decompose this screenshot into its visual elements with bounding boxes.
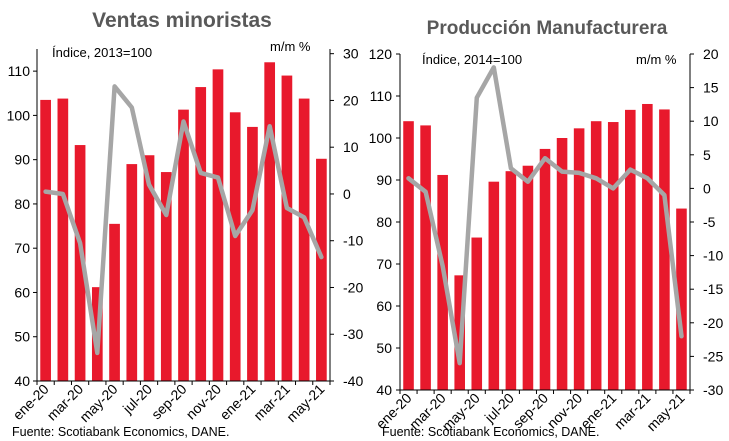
right-tick-label: -30 [343, 326, 363, 342]
bar [195, 87, 207, 381]
right-tick-label: 20 [343, 92, 359, 108]
x-tick-label: may-21 [643, 390, 687, 434]
right-tick-label: 10 [703, 113, 719, 129]
left-tick-label: 110 [8, 63, 31, 79]
bar [505, 171, 517, 390]
left-axis-label: Índice, 2013=100 [52, 45, 152, 60]
bar [522, 165, 534, 390]
bar [40, 99, 51, 381]
right-tick-label: -15 [703, 281, 723, 297]
bar [229, 112, 241, 381]
left-tick-label: 80 [14, 196, 30, 212]
bar [109, 223, 120, 381]
bar [57, 98, 69, 381]
right-tick-label: -10 [343, 233, 363, 249]
left-tick-label: 60 [14, 284, 30, 300]
bar [590, 121, 602, 390]
right-axis-label: m/m % [270, 39, 311, 54]
bar [264, 62, 276, 381]
bar [126, 164, 138, 381]
bar [437, 174, 448, 390]
x-tick-label: may-21 [283, 381, 327, 425]
right-axis-label: m/m % [636, 52, 677, 67]
bar [676, 208, 687, 390]
bar [74, 145, 86, 381]
bar [403, 121, 414, 390]
bar [178, 109, 189, 382]
left-tick-label: 90 [376, 172, 392, 188]
bar [625, 109, 636, 391]
bar [420, 125, 431, 391]
bar-series [403, 103, 687, 391]
right-tick-label: -20 [703, 315, 723, 331]
bar [143, 155, 155, 381]
left-tick-label: 80 [376, 214, 392, 230]
line-series [406, 65, 684, 366]
left-tick-label: 50 [376, 340, 392, 356]
left-tick-label: 60 [376, 298, 392, 314]
right-tick-label: -10 [703, 248, 723, 264]
right-tick-label: -20 [343, 279, 363, 295]
bar [160, 172, 172, 381]
chart-title: Producción Manufacturera [427, 18, 668, 39]
bar [247, 126, 258, 381]
chart-produccion-manufacturera: Producción Manufacturera Índice, 2014=10… [369, 18, 724, 434]
left-tick-label: 90 [14, 152, 30, 168]
x-tick-label: sep-20 [148, 381, 190, 423]
left-tick-label: 120 [369, 46, 393, 62]
line-series [43, 84, 324, 356]
left-tick-label: 40 [14, 373, 30, 389]
bar [659, 109, 670, 390]
source-note: Fuente: Scotiabank Economics, DANE. [382, 425, 599, 439]
bar-series [40, 62, 327, 382]
left-tick-label: 40 [376, 382, 392, 398]
right-tick-label: 10 [343, 139, 359, 155]
right-tick-label: 5 [703, 147, 711, 163]
right-tick-label: 20 [703, 46, 719, 62]
right-tick-label: -5 [703, 214, 716, 230]
right-tick-label: 0 [343, 186, 351, 202]
bar [488, 181, 500, 390]
bar [471, 237, 483, 390]
right-tick-label: -40 [343, 373, 363, 389]
x-tick-label: nov-20 [183, 381, 225, 423]
bar [539, 148, 551, 390]
bar [316, 158, 327, 381]
bar [298, 98, 310, 381]
left-tick-label: 100 [369, 130, 393, 146]
chart-title: Ventas minoristas [92, 9, 272, 32]
right-tick-label: 15 [703, 80, 719, 96]
right-tick-label: 30 [343, 46, 359, 62]
left-axis-label: Índice, 2014=100 [422, 52, 522, 67]
left-tick-label: 70 [14, 240, 30, 256]
right-tick-label: -30 [703, 382, 723, 398]
right-tick-label: -25 [703, 348, 723, 364]
bar [607, 122, 619, 390]
bar [212, 69, 224, 381]
bar [573, 128, 585, 390]
left-tick-label: 70 [376, 256, 392, 272]
left-tick-label: 110 [370, 88, 393, 104]
bar [281, 75, 293, 381]
left-tick-label: 50 [14, 329, 30, 345]
source-note: Fuente: Scotiabank Economics, DANE. [12, 425, 229, 439]
chart-ventas-minoristas: Ventas minoristas Índice, 2013=100 m/m %… [7, 9, 364, 425]
right-tick-label: 0 [703, 180, 711, 196]
left-tick-label: 100 [7, 107, 31, 123]
bar [642, 103, 653, 390]
bar [556, 138, 568, 390]
x-tick-label: may-20 [76, 381, 120, 425]
x-tick-label: ene-21 [216, 381, 258, 423]
